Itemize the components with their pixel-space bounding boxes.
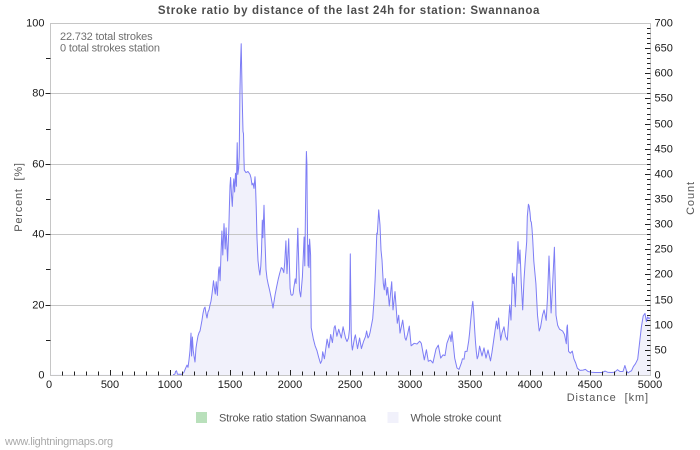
svg-text:60: 60	[32, 159, 44, 171]
svg-text:200: 200	[655, 269, 673, 281]
svg-text:100: 100	[26, 18, 44, 30]
svg-text:0: 0	[46, 379, 52, 391]
svg-text:Whole stroke count: Whole stroke count	[411, 413, 502, 425]
svg-text:Count: Count	[685, 181, 697, 215]
svg-text:2500: 2500	[338, 379, 362, 391]
svg-text:700: 700	[655, 18, 673, 30]
svg-text:250: 250	[655, 244, 673, 256]
svg-text:300: 300	[655, 219, 673, 231]
svg-text:650: 650	[655, 43, 673, 55]
svg-text:150: 150	[655, 295, 673, 307]
svg-text:500: 500	[101, 379, 119, 391]
svg-text:Stroke ratio station Swannanoa: Stroke ratio station Swannanoa	[219, 413, 367, 425]
svg-text:2000: 2000	[278, 379, 302, 391]
svg-text:22.732 total strokes: 22.732 total strokes	[60, 31, 153, 43]
svg-text:600: 600	[655, 68, 673, 80]
svg-text:4500: 4500	[578, 379, 602, 391]
svg-text:20: 20	[32, 300, 44, 312]
svg-text:500: 500	[655, 119, 673, 131]
svg-text:0 total strokes station: 0 total strokes station	[60, 43, 160, 55]
svg-text:50: 50	[655, 345, 667, 357]
svg-text:Stroke ratio by distance of th: Stroke ratio by distance of the last 24h…	[158, 5, 540, 17]
svg-text:40: 40	[32, 229, 44, 241]
svg-text:Distance [km]: Distance [km]	[567, 392, 649, 404]
svg-text:80: 80	[32, 88, 44, 100]
svg-text:0: 0	[38, 370, 44, 382]
svg-text:3500: 3500	[458, 379, 482, 391]
svg-text:550: 550	[655, 93, 673, 105]
svg-text:350: 350	[655, 194, 673, 206]
svg-text:1500: 1500	[218, 379, 242, 391]
svg-text:Percent [%]: Percent [%]	[13, 162, 25, 232]
svg-text:0: 0	[655, 370, 661, 382]
svg-text:5000: 5000	[638, 379, 662, 391]
svg-text:450: 450	[655, 144, 673, 156]
svg-text:3000: 3000	[398, 379, 422, 391]
svg-text:100: 100	[655, 320, 673, 332]
svg-text:www.lightningmaps.org: www.lightningmaps.org	[4, 436, 113, 448]
svg-text:400: 400	[655, 169, 673, 181]
svg-text:1000: 1000	[158, 379, 182, 391]
svg-text:4000: 4000	[518, 379, 542, 391]
